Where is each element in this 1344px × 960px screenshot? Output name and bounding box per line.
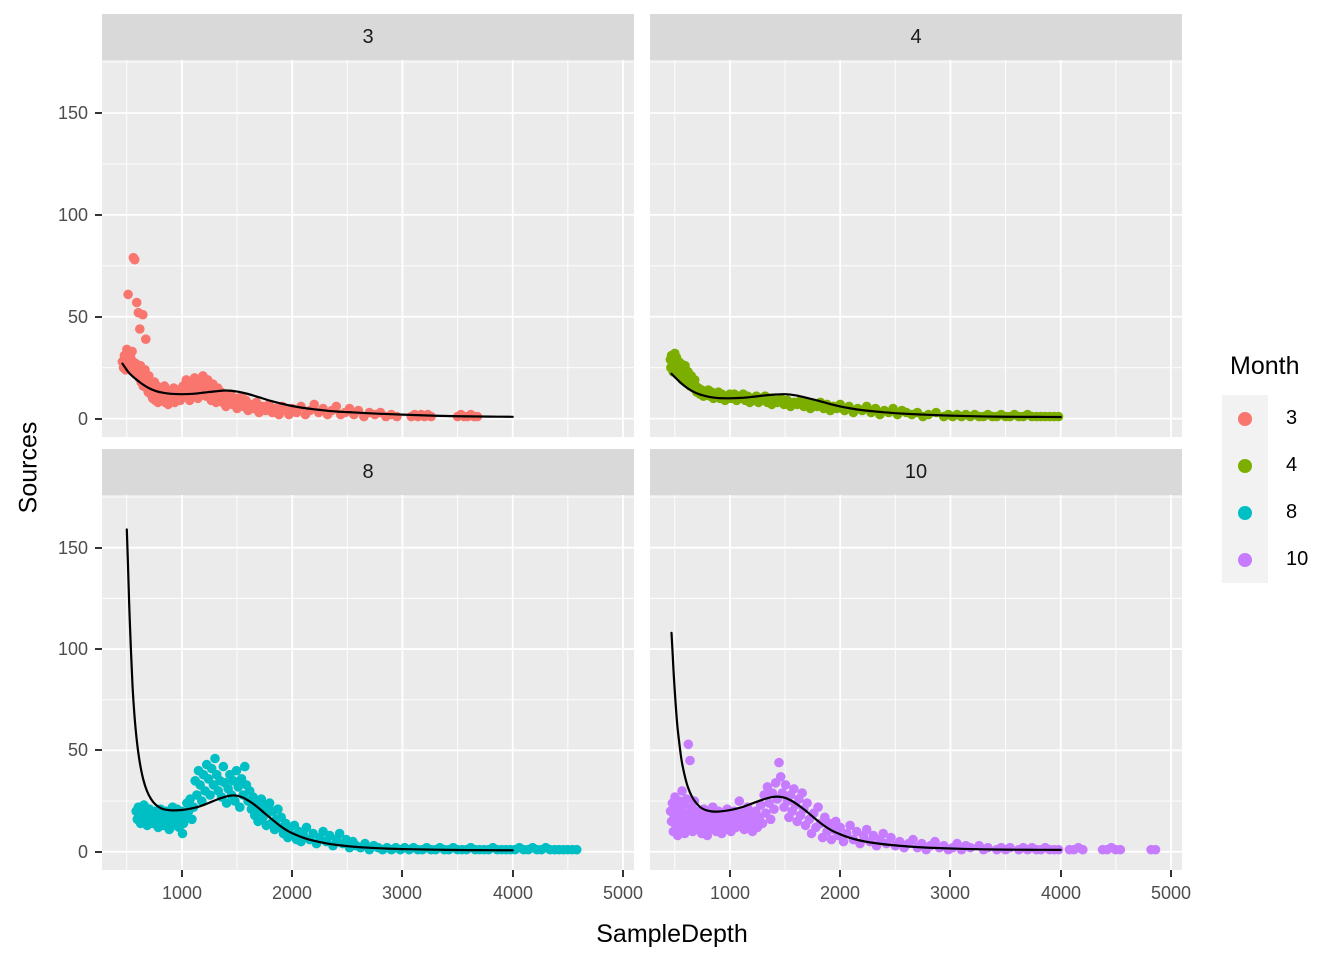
- legend-item: 10: [1222, 536, 1308, 583]
- x-tick-label: 3000: [381, 883, 423, 903]
- facet-panel: [102, 495, 634, 870]
- points-layer: [117, 252, 483, 422]
- facet-strip: 10: [650, 449, 1182, 495]
- x-tick-label: 1000: [161, 883, 203, 903]
- x-tick-mark: [512, 870, 514, 877]
- x-tick-mark: [401, 870, 403, 877]
- smooth-line: [125, 528, 514, 852]
- legend-point-swatch: [1238, 458, 1252, 473]
- points-layer: [131, 753, 582, 855]
- y-tick-mark: [95, 214, 102, 216]
- legend-point-swatch: [1238, 552, 1252, 567]
- x-tick-mark: [622, 870, 624, 877]
- y-tick-mark: [95, 851, 102, 853]
- y-tick-label: 0: [77, 409, 88, 429]
- y-tick-mark: [95, 112, 102, 114]
- strip-label: 10: [904, 460, 928, 483]
- facet-strip: 8: [102, 449, 634, 495]
- legend-key: [1222, 442, 1268, 489]
- legend-item: 3: [1222, 395, 1308, 442]
- legend-item-label: 4: [1286, 454, 1298, 476]
- y-tick-label: 50: [67, 307, 88, 327]
- legend-keys: 3 4 8 10: [1222, 395, 1308, 583]
- grid-layer: [650, 60, 1182, 437]
- x-tick-label: 5000: [1150, 883, 1192, 903]
- strip-label: 3: [362, 25, 374, 48]
- y-tick-label: 0: [77, 842, 88, 862]
- grid-layer: [102, 60, 634, 437]
- x-tick-mark: [181, 870, 183, 877]
- legend-key: [1222, 536, 1268, 583]
- legend-title: Month: [1230, 352, 1300, 380]
- x-tick-mark: [291, 870, 293, 877]
- legend-item-label: 8: [1286, 501, 1298, 523]
- x-tick-mark: [839, 870, 841, 877]
- facet-panel: [102, 60, 634, 437]
- y-tick-mark: [95, 648, 102, 650]
- legend-item-label: 10: [1286, 548, 1309, 570]
- y-tick-label: 150: [57, 103, 88, 123]
- x-tick-label: 1000: [709, 883, 751, 903]
- y-tick-mark: [95, 749, 102, 751]
- x-tick-label: 2000: [819, 883, 861, 903]
- x-tick-mark: [949, 870, 951, 877]
- y-tick-label: 150: [57, 538, 88, 558]
- x-axis-title: SampleDepth: [596, 920, 748, 948]
- facet-strip: 4: [650, 14, 1182, 60]
- smooth-line: [670, 372, 1062, 419]
- facet-panel: [650, 495, 1182, 870]
- y-tick-label: 50: [67, 740, 88, 760]
- smooth-line: [670, 631, 1062, 851]
- strip-label: 4: [910, 25, 922, 48]
- legend-key: [1222, 489, 1268, 536]
- panel-background: [102, 60, 634, 437]
- x-tick-label: 3000: [929, 883, 971, 903]
- legend-point-swatch: [1238, 411, 1252, 426]
- x-tick-label: 4000: [492, 883, 534, 903]
- x-tick-mark: [1170, 870, 1172, 877]
- x-tick-mark: [729, 870, 731, 877]
- y-tick-mark: [95, 316, 102, 318]
- legend-key: [1222, 395, 1268, 442]
- facet-strip: 3: [102, 14, 634, 60]
- legend-item: 4: [1222, 442, 1308, 489]
- legend-point-swatch: [1238, 505, 1252, 520]
- y-tick-label: 100: [57, 205, 88, 225]
- x-tick-label: 4000: [1040, 883, 1082, 903]
- panel-background: [650, 60, 1182, 437]
- legend: Month 3 4 8 10: [1222, 352, 1308, 583]
- smooth-line: [121, 362, 514, 418]
- y-tick-mark: [95, 547, 102, 549]
- x-tick-label: 2000: [271, 883, 313, 903]
- x-tick-mark: [1060, 870, 1062, 877]
- legend-item: 8: [1222, 489, 1308, 536]
- strip-label: 8: [362, 460, 374, 483]
- x-tick-label: 5000: [602, 883, 644, 903]
- legend-item-label: 3: [1286, 407, 1298, 429]
- y-tick-mark: [95, 418, 102, 420]
- facet-panel: [650, 60, 1182, 437]
- y-tick-label: 100: [57, 639, 88, 659]
